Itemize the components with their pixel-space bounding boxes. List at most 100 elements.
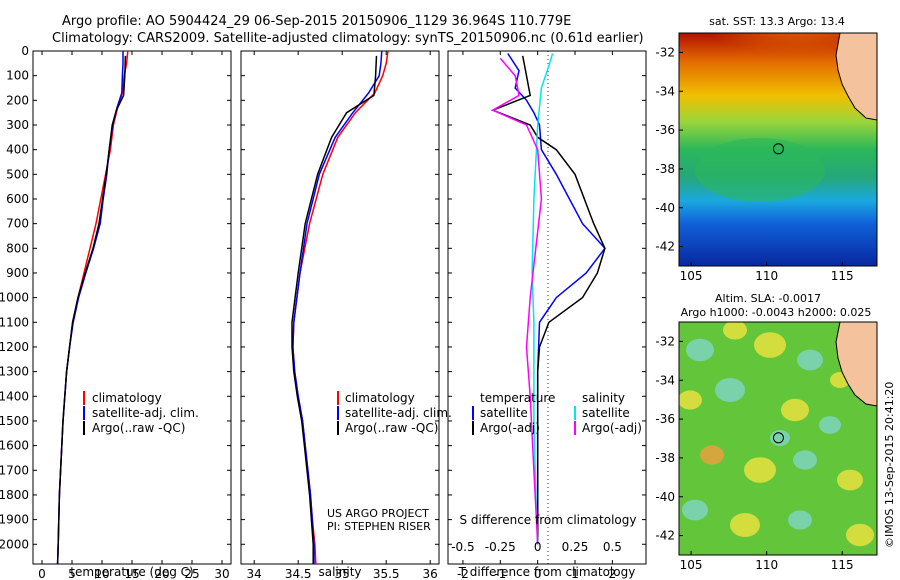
- sst-map-title: sat. SST: 13.3 Argo: 13.4: [709, 15, 845, 28]
- sst-map-xtick-label-1: 110: [755, 269, 778, 283]
- sla-map: [679, 322, 877, 555]
- salinity-xlabel: salinity: [318, 565, 361, 579]
- temperature-ytick-label-10: 1000: [0, 291, 29, 305]
- sla-map-xtick-label-0: 105: [680, 558, 703, 572]
- sla-blob-7: [819, 416, 841, 434]
- difference-panel: [447, 50, 647, 565]
- salinity-legend-satellite: satellite-adj. clim.: [345, 406, 452, 420]
- difference-legend: temperature satellite Argo(-adj) salinit…: [472, 391, 642, 435]
- header-line-1: Argo profile: AO 5904424_29 06-Sep-2015 …: [62, 14, 571, 29]
- difference-xtick-top-label-0: -0.5: [451, 540, 474, 554]
- salinity-line-2: [292, 51, 383, 564]
- salinity-xtick-label-1: 34.5: [285, 567, 312, 580]
- temperature-ytick-label-12: 1200: [0, 340, 29, 354]
- difference-axes: -2 -1 0 1 2 -0.5 -0.25 0 0.25 0.5: [448, 50, 646, 580]
- difference-legend-temperature: temperature: [480, 391, 555, 405]
- sla-blob-2: [754, 332, 786, 358]
- sst-map-ytick-label-5: -42: [655, 240, 675, 254]
- temperature-xtick-label-3: 15: [124, 567, 139, 580]
- project-annotation: US ARGO PROJECT: [327, 507, 429, 520]
- sst-map: [679, 33, 877, 266]
- sst-map-ytick-label-0: -32: [655, 45, 675, 59]
- difference-xtick-label-1: -1: [494, 567, 506, 580]
- difference-xtick-top-label-4: 0.5: [603, 540, 622, 554]
- difference-legend-t-satellite: satellite: [480, 406, 528, 420]
- temperature-series: [56, 51, 129, 564]
- temperature-ytick-label-9: 900: [6, 266, 29, 280]
- land-australia-sla: [835, 322, 877, 407]
- salinity-line-3: [291, 55, 378, 564]
- salinity-legend: climatology satellite-adj. clim. Argo(..…: [337, 391, 452, 435]
- sst-map-frame: [678, 32, 878, 267]
- sst-green-tongue: [695, 138, 825, 202]
- temperature-ytick-label-4: 400: [6, 143, 29, 157]
- temperature-xtick-label-0: 0: [38, 567, 46, 580]
- sst-warm-core: [700, 33, 877, 90]
- difference-line-3: [531, 53, 554, 545]
- temperature-ytick-label-17: 1700: [0, 463, 29, 477]
- salinity-xtick-label-4: 36: [423, 567, 438, 580]
- difference-xtick-top-label-1: -0.25: [485, 540, 516, 554]
- sla-map-title: Altim. SLA: -0.0017: [715, 292, 821, 305]
- temperature-xtick-label-6: 30: [214, 567, 229, 580]
- difference-series: [490, 53, 606, 545]
- temperature-ytick-label-19: 1900: [0, 513, 29, 527]
- temperature-ytick-label-15: 1500: [0, 414, 29, 428]
- difference-legend-s-argo: Argo(-adj): [582, 421, 642, 435]
- sla-blob-8: [700, 445, 724, 465]
- sla-blob-3: [797, 349, 823, 371]
- temperature-ytick-label-14: 1400: [0, 389, 29, 403]
- temperature-legend: climatology satellite-adj. clim. Argo(..…: [83, 391, 199, 435]
- salinity-series: [291, 51, 389, 564]
- header-line-2: Climatology: CARS2009. Satellite-adjuste…: [52, 31, 644, 46]
- sla-map-ytick-label-1: -34: [655, 373, 675, 387]
- sla-map-ytick-label-2: -36: [655, 412, 675, 426]
- difference-xtick-top-label-3: 0.25: [562, 540, 589, 554]
- difference-xtick-label-3: 1: [571, 567, 579, 580]
- temperature-xtick-label-5: 25: [184, 567, 199, 580]
- sla-blob-13: [730, 513, 760, 537]
- temperature-panel: [32, 50, 232, 565]
- land-australia: [835, 33, 877, 121]
- temperature-ytick-label-6: 600: [6, 192, 29, 206]
- sst-map-ytick-label-3: -38: [655, 162, 675, 176]
- sla-blob-15: [846, 523, 874, 547]
- sst-argo-marker: [772, 143, 784, 155]
- salinity-xtick-label-3: 35.5: [373, 567, 400, 580]
- sla-map-frame: [678, 321, 878, 556]
- sla-map-xtick-label-1: 110: [755, 558, 778, 572]
- sst-map-xtick-label-0: 105: [680, 269, 703, 283]
- sla-map-axes: 105 110 115 -32 -34 -36 -38 -40 -42: [655, 334, 853, 572]
- temperature-ytick-label-8: 800: [6, 241, 29, 255]
- difference-legend-t-argo: Argo(-adj): [480, 421, 540, 435]
- sla-map-subtitle: Argo h1000: -0.0043 h2000: 0.025: [681, 306, 872, 319]
- sst-map-axes: 105 110 115 -32 -34 -36 -38 -40 -42: [655, 45, 853, 283]
- temperature-ytick-label-20: 2000: [0, 537, 29, 551]
- sla-blob-0: [686, 338, 714, 362]
- difference-xtick-top-label-2: 0: [534, 540, 542, 554]
- temperature-legend-satellite: satellite-adj. clim.: [92, 406, 199, 420]
- sst-map-xtick-label-2: 115: [831, 269, 854, 283]
- temperature-ytick-label-1: 100: [6, 69, 29, 83]
- sla-anomalies: [679, 322, 874, 547]
- pi-annotation: PI: STEPHEN RISER: [327, 520, 431, 533]
- salinity-xtick-label-0: 34: [247, 567, 262, 580]
- sla-blob-11: [837, 469, 863, 491]
- temperature-ytick-label-16: 1600: [0, 439, 29, 453]
- difference-xtick-label-2: 0: [534, 567, 542, 580]
- sla-map-ytick-label-4: -40: [655, 490, 675, 504]
- difference-xtick-label-4: 2: [609, 567, 617, 580]
- sla-blob-10: [793, 450, 817, 470]
- temperature-ytick-label-3: 300: [6, 118, 29, 132]
- difference-line-4: [491, 57, 543, 545]
- temperature-legend-climatology: climatology: [92, 391, 162, 405]
- difference-xlabel: T difference from climatology: [458, 565, 636, 579]
- temperature-xtick-label-4: 20: [154, 567, 169, 580]
- sla-blob-5: [715, 378, 745, 402]
- temperature-axes: 0 5 10 15 20 25 300100200300400500600700800900…: [0, 44, 231, 580]
- temperature-line-3: [56, 55, 127, 564]
- temperature-ytick-label-13: 1300: [0, 365, 29, 379]
- difference-xlabel-top: S difference from climatology: [460, 513, 637, 527]
- sla-blob-4: [679, 390, 702, 410]
- sla-blob-12: [682, 499, 708, 521]
